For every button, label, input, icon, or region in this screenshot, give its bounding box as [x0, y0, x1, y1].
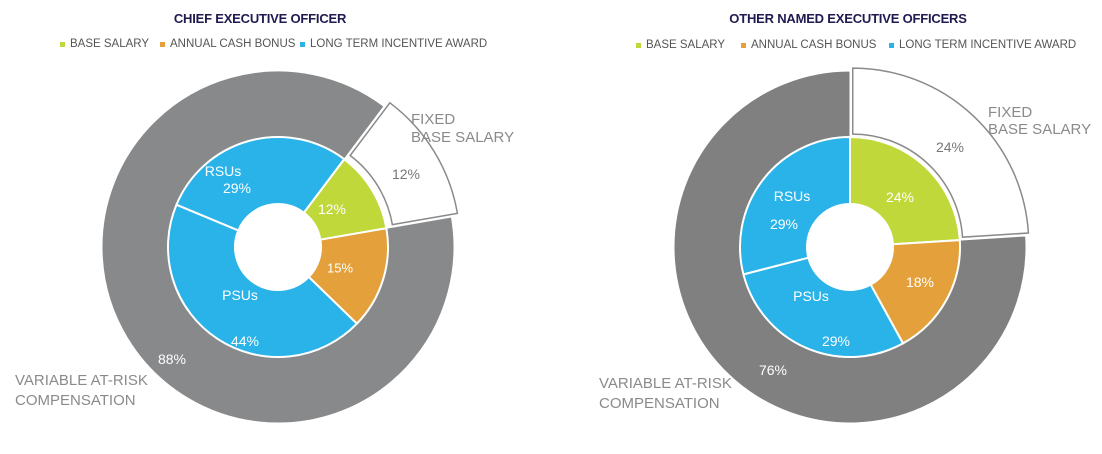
psus-value: 44%	[230, 333, 260, 349]
legend-swatch	[741, 43, 746, 49]
bonus-value: 15%	[326, 260, 354, 276]
legend-swatch	[636, 43, 641, 49]
rsus-label: RSUs	[204, 163, 242, 179]
annual-cash-bonus-slice	[869, 239, 961, 345]
psus-slice	[167, 203, 359, 358]
chart-title-neos: OTHER NAMED EXECUTIVE OFFICERS	[729, 11, 967, 26]
fixed-value: 12%	[391, 166, 421, 182]
legend-base-salary: BASE SALARY	[636, 39, 726, 52]
variable-label-line2: COMPENSATION	[15, 392, 136, 409]
variable-label-line2: COMPENSATION	[599, 395, 720, 412]
legend-swatch	[160, 42, 165, 48]
psus-value: 29%	[821, 333, 851, 349]
legend-label: ANNUAL CASH BONUS	[170, 38, 296, 50]
rsus-value: 29%	[222, 180, 252, 196]
chart-title-ceo: CHIEF EXECUTIVE OFFICER	[173, 11, 347, 26]
rsus-slice	[175, 136, 346, 232]
variable-value: 88%	[157, 351, 187, 367]
fixed-label-line2: BASE SALARY	[988, 121, 1092, 138]
psus-label: PSUs	[222, 287, 258, 303]
psus-slice	[742, 256, 905, 358]
legend-label: LONG TERM INCENTIVE AWARD	[310, 38, 488, 50]
rsus-slice	[739, 135, 851, 276]
legend-swatch	[300, 42, 305, 48]
fixed-label-line1: FIXED	[988, 104, 1033, 121]
variable-label-line1: VARIABLE AT-RISK	[599, 375, 732, 392]
fixed-value: 24%	[935, 139, 965, 155]
legend-label: BASE SALARY	[646, 39, 726, 51]
legend-long-term-incentive: LONG TERM INCENTIVE AWARD	[889, 39, 1077, 52]
legend-swatch	[60, 42, 65, 48]
base-salary-value: 24%	[885, 189, 915, 205]
rsus-value: 29%	[769, 216, 799, 232]
legend-label: LONG TERM INCENTIVE AWARD	[899, 39, 1077, 51]
rsus-label: RSUs	[773, 188, 811, 204]
legend-label: ANNUAL CASH BONUS	[751, 39, 877, 51]
legend-swatch	[889, 43, 894, 49]
base-salary-value: 12%	[317, 201, 347, 217]
legend-label: BASE SALARY	[70, 38, 150, 50]
legend-annual-cash-bonus: ANNUAL CASH BONUS	[160, 38, 296, 51]
variable-label-line1: VARIABLE AT-RISK	[15, 372, 148, 389]
fixed-label-line2: BASE SALARY	[411, 129, 515, 146]
fixed-label-line1: FIXED	[411, 111, 456, 128]
bonus-value: 18%	[905, 274, 935, 290]
fixed-base-salary-slice	[851, 67, 1030, 238]
fixed-base-salary-slice	[349, 101, 459, 226]
legend-base-salary: BASE SALARY	[60, 38, 150, 51]
variable-value: 76%	[758, 362, 788, 378]
legend-annual-cash-bonus: ANNUAL CASH BONUS	[741, 39, 877, 52]
legend-long-term-incentive: LONG TERM INCENTIVE AWARD	[300, 38, 488, 51]
psus-label: PSUs	[793, 288, 829, 304]
base-salary-slice	[849, 135, 961, 246]
